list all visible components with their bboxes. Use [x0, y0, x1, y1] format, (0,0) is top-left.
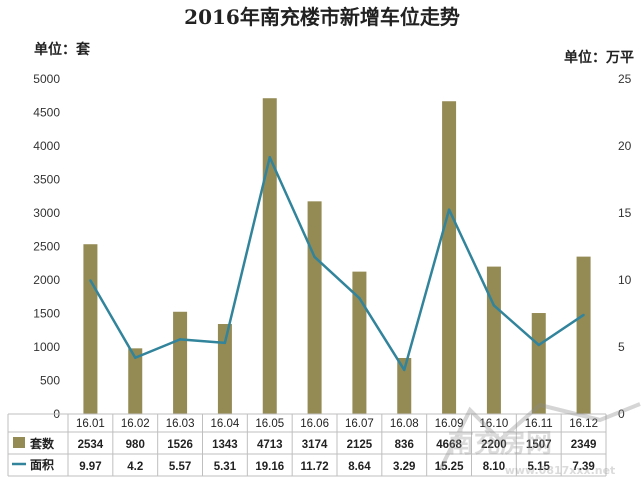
right-tick-label: 25 [618, 72, 632, 86]
bar-16.03 [173, 311, 188, 414]
line-value-label: 7.39 [572, 461, 594, 473]
bar-16.07 [352, 271, 367, 414]
bar-value-label: 1343 [212, 439, 238, 451]
line-value-label: 3.29 [393, 461, 415, 473]
bar-16.10 [486, 266, 501, 414]
legend-swatch-bars [13, 437, 25, 448]
bar-value-label: 3174 [302, 439, 328, 451]
left-tick-label: 4500 [33, 106, 60, 120]
line-point-16.06 [313, 255, 316, 259]
category-label: 16.06 [300, 418, 329, 430]
line-value-label: 5.15 [528, 461, 551, 473]
bar-value-label: 836 [395, 439, 414, 451]
category-label: 16.09 [435, 418, 464, 430]
line-point-16.10 [492, 304, 496, 307]
line-point-16.01 [89, 279, 92, 282]
line-point-16.05 [268, 156, 271, 159]
legend-label-bars: 套数 [29, 436, 55, 451]
watermark-logo: 南充房网 www.0817xxx.net [438, 402, 641, 477]
bar-16.11 [531, 313, 546, 414]
bar-16.02 [128, 348, 143, 414]
left-tick-label: 1000 [33, 340, 60, 354]
bar-value-label: 4668 [436, 439, 462, 451]
right-tick-label: 0 [618, 407, 625, 421]
data-table: 16.01 2534 9.97 16.02 980 4.2 16.03 1526 5.57 16.… [7, 413, 607, 477]
bar-16.01 [83, 244, 98, 414]
category-label: 16.10 [480, 418, 509, 430]
right-axis-unit: 单位：万平 [564, 49, 634, 66]
left-tick-label: 3000 [33, 206, 60, 220]
watermark-swoosh [438, 402, 641, 471]
line-value-label: 8.64 [348, 461, 371, 473]
category-label: 16.02 [121, 418, 150, 430]
line-point-16.09 [447, 208, 451, 211]
bar-16.12 [576, 256, 591, 414]
left-tick-label: 2500 [33, 240, 60, 254]
bar-value-label: 2200 [481, 439, 507, 451]
bar-16.09 [442, 101, 457, 414]
bar-value-label: 1526 [167, 439, 193, 451]
category-label: 16.11 [525, 418, 553, 430]
area-line [89, 156, 585, 372]
left-tick-label: 2000 [33, 273, 60, 287]
left-tick-label: 4000 [33, 139, 60, 153]
line-point-16.04 [223, 341, 227, 345]
line-value-label: 15.25 [435, 461, 464, 473]
bar-value-label: 4713 [257, 439, 283, 451]
chart-title: 2016年南充楼市新增车位走势 [184, 5, 460, 29]
left-tick-label: 3500 [33, 173, 60, 187]
line-value-label: 4.2 [127, 461, 143, 473]
line-value-label: 11.72 [301, 461, 329, 473]
line-value-label: 8.10 [483, 461, 505, 473]
category-label: 16.07 [345, 418, 374, 430]
bar-16.04 [217, 324, 232, 414]
right-tick-label: 5 [618, 340, 625, 354]
category-label: 16.01 [76, 418, 105, 430]
right-tick-label: 10 [618, 273, 632, 287]
bar-16.06 [307, 201, 322, 414]
watermark-text: 南充房网 [448, 428, 552, 459]
line-value-label: 5.31 [214, 461, 237, 473]
bars-layer [83, 98, 591, 414]
line-point-16.11 [537, 343, 540, 347]
left-tick-label: 1500 [33, 307, 60, 321]
category-label: 16.03 [166, 418, 195, 430]
legend-label-line: 面积 [30, 457, 54, 472]
bar-value-label: 2349 [571, 439, 597, 451]
bar-16.05 [262, 98, 277, 414]
right-tick-label: 20 [618, 139, 632, 153]
bar-16.08 [397, 357, 412, 414]
left-axis-unit: 单位：套 [34, 41, 90, 58]
line-value-label: 9.97 [79, 461, 101, 473]
line-point-16.02 [134, 356, 137, 359]
line-point-16.12 [582, 313, 585, 317]
line-layer [89, 156, 585, 372]
category-label: 16.05 [255, 418, 284, 430]
right-tick-label: 15 [618, 206, 632, 220]
bar-value-label: 980 [126, 439, 145, 451]
line-point-16.07 [358, 297, 361, 300]
bar-value-label: 2125 [347, 439, 373, 451]
watermark-url: www.0817xxx.net [505, 464, 616, 477]
line-point-16.03 [178, 338, 182, 341]
left-tick-label: 500 [40, 374, 60, 388]
bar-value-label: 2534 [78, 439, 104, 451]
bar-value-label: 1507 [526, 439, 552, 451]
line-point-16.08 [403, 368, 406, 372]
line-value-label: 19.16 [255, 461, 284, 473]
left-tick-label: 5000 [33, 72, 60, 86]
category-label: 16.12 [569, 418, 598, 430]
line-value-label: 5.57 [169, 461, 191, 473]
category-label: 16.08 [390, 418, 419, 430]
category-label: 16.04 [211, 418, 240, 430]
